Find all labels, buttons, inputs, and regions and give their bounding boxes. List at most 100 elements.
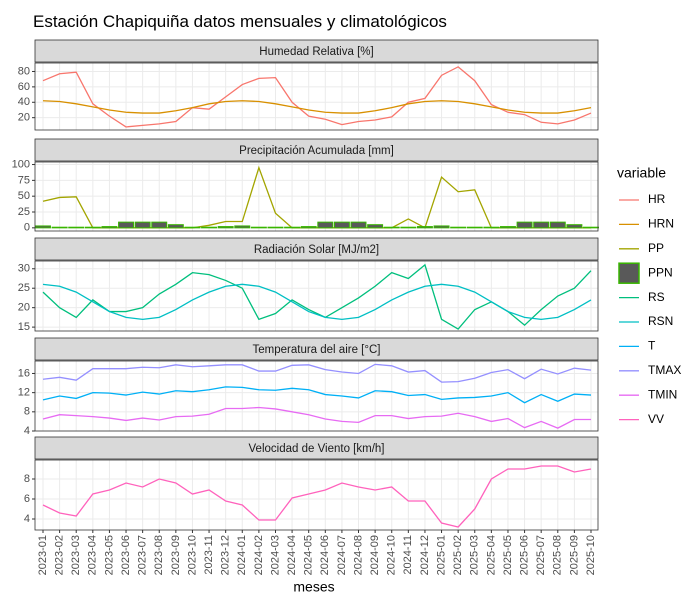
x-tick-label: 2024-03 (269, 535, 281, 575)
bar (234, 225, 251, 229)
line (42, 165, 591, 229)
bar (101, 226, 118, 229)
strip (34, 237, 599, 261)
y-tick-label: 8 (24, 473, 30, 485)
y-tick-label: 20 (18, 112, 30, 124)
x-tick-label: 2025-08 (552, 535, 564, 575)
line (42, 386, 592, 404)
x-tick-label: 2023-09 (170, 535, 182, 575)
y-tick-label: 50 (18, 190, 30, 202)
legend-title: variable (617, 165, 666, 181)
line (42, 100, 592, 114)
x-tick-label: 2025-10 (585, 535, 597, 575)
strip (34, 39, 599, 63)
legend-label: HR (648, 192, 666, 206)
x-tick-label: 2025-06 (518, 535, 530, 575)
bar (416, 226, 433, 229)
y-tick-label: 20 (18, 302, 30, 314)
strip (34, 138, 599, 162)
bar (68, 226, 85, 229)
bar (134, 221, 151, 229)
y-tick-label: 100 (12, 158, 30, 170)
legend-label: RSN (648, 314, 673, 328)
strip-label: Humedad Relativa [%] (259, 46, 373, 58)
x-tick-label: 2023-02 (54, 535, 66, 575)
y-tick-label: 25 (18, 282, 30, 294)
legend-label: PP (648, 241, 664, 255)
strip (34, 337, 599, 361)
bar (184, 226, 201, 229)
bar (201, 226, 218, 229)
legend-label: HRN (648, 217, 674, 231)
legend-label: VV (648, 412, 664, 426)
y-tick-label: 16 (18, 367, 30, 379)
x-tick-label: 2025-05 (502, 535, 514, 575)
bar (383, 226, 400, 229)
panel (35, 261, 598, 331)
x-tick-label: 2023-06 (120, 535, 132, 575)
panel-border (34, 459, 599, 531)
x-tick-label: 2025-04 (485, 535, 497, 575)
legend-label: RS (648, 290, 665, 304)
x-tick-label: 2024-02 (253, 535, 265, 575)
bar (35, 225, 51, 229)
y-tick-label: 4 (24, 425, 30, 437)
x-tick-label: 2023-01 (37, 535, 49, 575)
x-tick-label: 2023-11 (203, 535, 215, 575)
x-tick-label: 2024-04 (286, 535, 298, 575)
x-tick-label: 2024-12 (419, 535, 431, 575)
legend-label: PPN (648, 265, 673, 279)
y-tick-label: 4 (24, 513, 30, 525)
y-tick-label: 75 (18, 174, 30, 186)
bar (333, 221, 350, 229)
y-tick-label: 8 (24, 406, 30, 418)
y-tick-label: 25 (18, 206, 30, 218)
bar (118, 221, 135, 229)
legend-label: TMAX (648, 363, 681, 377)
strip-label: Precipitación Acumulada [mm] (239, 145, 394, 157)
bar (499, 226, 516, 229)
x-tick-label: 2024-10 (386, 535, 398, 575)
x-tick-label: 2024-05 (303, 535, 315, 575)
bar (466, 226, 483, 229)
bar (151, 221, 168, 229)
y-tick-label: 6 (24, 493, 30, 505)
line (42, 283, 592, 320)
x-tick-label: 2023-05 (103, 535, 115, 575)
bar (217, 226, 234, 229)
x-tick-label: 2023-04 (87, 535, 99, 575)
y-tick-label: 60 (18, 81, 30, 93)
bar (317, 221, 334, 229)
legend-key (618, 262, 640, 284)
strip-label: Velocidad de Viento [km/h] (249, 443, 385, 455)
strip-label: Temperatura del aire [°C] (253, 344, 381, 356)
strip-label: Radiación Solar [MJ/m2] (254, 244, 379, 256)
bar (583, 226, 599, 229)
x-tick-label: 2025-09 (568, 535, 580, 575)
bar (433, 225, 450, 229)
panel-border (34, 260, 599, 332)
bar (250, 226, 267, 229)
x-tick-label: 2024-01 (236, 535, 248, 575)
bar (284, 226, 301, 229)
y-tick-label: 30 (18, 263, 30, 275)
x-tick-label: 2025-02 (452, 535, 464, 575)
chart-title: Estación Chapiquiña datos mensuales y cl… (33, 12, 447, 31)
legend-label: T (648, 339, 656, 353)
x-tick-label: 2024-07 (336, 535, 348, 575)
bar (267, 226, 284, 229)
bar (84, 226, 101, 229)
bar (450, 226, 467, 229)
x-tick-label: 2025-07 (535, 535, 547, 575)
line (42, 465, 592, 528)
panel-border (34, 161, 599, 232)
line (42, 363, 592, 383)
x-tick-label: 2025-03 (469, 535, 481, 575)
panel (35, 63, 598, 130)
x-tick-label: 2023-08 (153, 535, 165, 575)
x-tick-label: 2025-01 (435, 535, 447, 575)
bar (400, 226, 417, 229)
bar (549, 221, 566, 229)
x-tick-label: 2024-06 (319, 535, 331, 575)
